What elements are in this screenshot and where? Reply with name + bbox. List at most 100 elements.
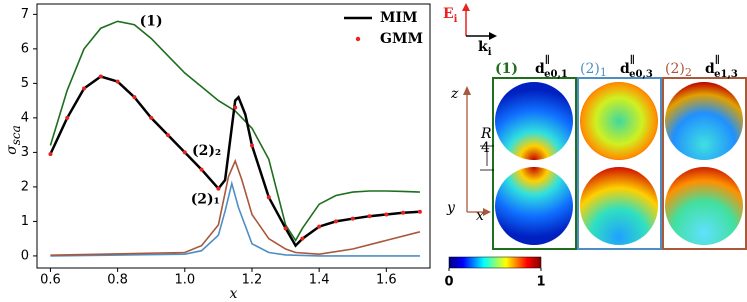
marker xyxy=(132,95,137,100)
x-tick-label: 1.0 xyxy=(174,273,195,288)
field-map xyxy=(580,167,658,245)
marker xyxy=(367,214,372,219)
x-tick-label: 1.4 xyxy=(309,273,330,288)
legend-label: GMM xyxy=(380,31,423,47)
y-label: y xyxy=(446,200,456,216)
x-tick-label: 1.6 xyxy=(376,273,397,288)
marker xyxy=(384,212,389,217)
field-map xyxy=(665,167,743,245)
mode-text: (2) xyxy=(665,61,685,77)
colorbar xyxy=(448,256,542,269)
marker xyxy=(283,226,288,231)
x-tick-label: 0.8 xyxy=(107,273,128,288)
colorbar-tick-label: 1 xyxy=(536,275,545,290)
marker xyxy=(48,152,53,157)
marker xyxy=(115,79,120,84)
y-tick-label: 1 xyxy=(21,214,29,229)
field-map xyxy=(580,82,658,160)
incident-arrows xyxy=(462,3,497,216)
k-text: k xyxy=(478,39,488,55)
x-tick-label: 0.6 xyxy=(40,273,61,288)
mode-text: (1) xyxy=(495,61,518,77)
mode-sub: 2 xyxy=(685,66,692,79)
e-label: Ei xyxy=(443,6,458,25)
z-label: z xyxy=(450,86,459,102)
marker xyxy=(350,216,355,221)
legend-marker xyxy=(355,36,361,42)
panel-frame xyxy=(577,77,662,250)
dipole-label: d∥ e0,3 xyxy=(620,54,653,80)
dipole-sub: e0,1 xyxy=(544,69,568,80)
dipole-label: d∥ e1,3 xyxy=(705,54,738,80)
radius-den: 4 xyxy=(481,140,490,156)
arrow-head xyxy=(462,3,470,11)
arrow-head xyxy=(483,208,491,216)
arrow-head xyxy=(463,86,471,95)
marker xyxy=(333,219,338,224)
marker xyxy=(417,209,422,214)
series-annotation: (2)₁ xyxy=(191,191,220,207)
y-axis-sub: sca xyxy=(9,125,23,145)
y-tick-label: 3 xyxy=(21,145,29,160)
y-tick-label: 6 xyxy=(21,41,29,56)
plot-frame xyxy=(36,3,431,269)
mode-label: (2)2 xyxy=(665,61,692,79)
series-annotation: (1) xyxy=(140,13,163,29)
k-label: ki xyxy=(478,39,492,58)
y-axis-label: σsca xyxy=(4,125,23,155)
panel-frame xyxy=(492,77,577,250)
field-map xyxy=(495,167,573,245)
marker xyxy=(249,143,254,148)
marker xyxy=(149,115,154,120)
y-tick-label: 4 xyxy=(21,110,29,125)
y-tick-label: 7 xyxy=(21,7,29,22)
marker xyxy=(317,224,322,229)
marker xyxy=(166,133,170,138)
x-axis-label: x xyxy=(230,286,238,302)
series-line xyxy=(49,75,420,248)
legend-label: MIM xyxy=(380,10,418,26)
dipole-sup: ∥ xyxy=(630,54,635,66)
series-line xyxy=(50,180,420,257)
dipole-text: d xyxy=(705,61,715,77)
y-tick-label: 2 xyxy=(21,179,29,194)
e-text: E xyxy=(443,6,454,22)
k-sub: i xyxy=(488,47,492,58)
marker xyxy=(98,74,103,79)
e-sub: i xyxy=(454,14,458,25)
arrow-head xyxy=(489,32,497,40)
field-maps xyxy=(448,77,747,269)
y-tick-label: 5 xyxy=(21,76,29,91)
marker xyxy=(182,150,187,155)
dipole-sup: ∥ xyxy=(715,54,720,66)
marker xyxy=(199,167,204,172)
marker xyxy=(82,86,87,91)
mode-label: (1) xyxy=(495,61,518,77)
marker xyxy=(65,115,70,120)
marker xyxy=(233,105,238,110)
y-axis-symbol: σ xyxy=(4,145,20,155)
marker xyxy=(401,210,406,215)
panel-labels: Ei ki z y x R 4 xyxy=(443,6,492,224)
x-label: x xyxy=(476,208,484,224)
mode-text: (2) xyxy=(580,61,600,77)
field-map xyxy=(495,82,573,160)
series-annotation: (2)₂ xyxy=(192,143,221,159)
marker xyxy=(266,195,271,200)
x-tick-label: 1.2 xyxy=(242,273,263,288)
dipole-sub: e0,3 xyxy=(629,69,653,80)
series-line xyxy=(49,20,420,242)
series-line xyxy=(50,158,421,256)
panel-frame xyxy=(662,77,747,250)
colorbar-tick-label: 0 xyxy=(444,275,453,290)
marker xyxy=(216,186,221,191)
mode-label: (2)1 xyxy=(580,61,607,79)
dipole-label: d∥ e0,1 xyxy=(535,54,568,80)
mode-sub: 1 xyxy=(600,66,607,79)
dipole-sub: e1,3 xyxy=(714,69,738,80)
marker xyxy=(300,236,305,241)
radius-num: R xyxy=(480,126,492,142)
field-map xyxy=(665,82,743,160)
